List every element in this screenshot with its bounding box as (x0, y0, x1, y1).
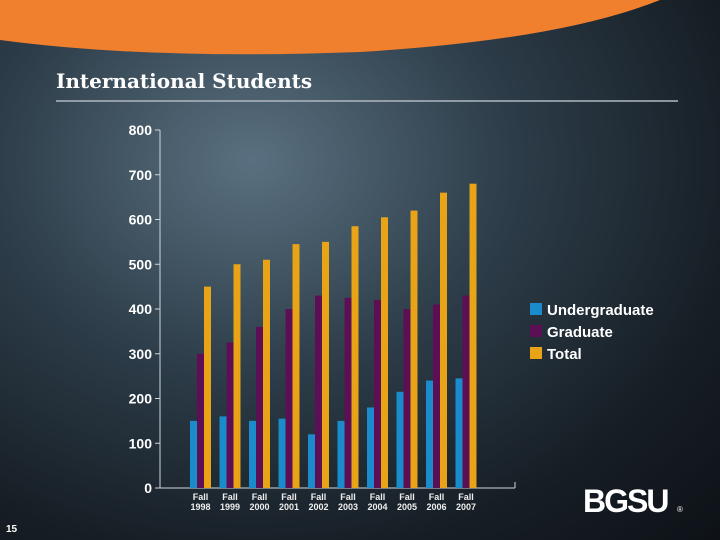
bar (367, 407, 374, 488)
y-tick-label: 800 (129, 122, 153, 138)
bar (263, 259, 270, 488)
x-tick-label: Fall 1998 (190, 492, 211, 512)
bar (403, 309, 411, 488)
bar (226, 342, 234, 488)
page-number: 15 (6, 524, 18, 535)
bar (197, 353, 204, 488)
bar (292, 244, 300, 488)
bar (469, 183, 477, 488)
bar (374, 300, 381, 488)
x-tick-label: Fall 2002 (308, 492, 329, 512)
y-tick-label: 500 (129, 256, 153, 272)
bar (219, 416, 227, 488)
bar (278, 418, 286, 488)
bar (396, 391, 404, 488)
bar (204, 286, 211, 488)
x-tick-label: Fall 2003 (337, 492, 359, 512)
y-tick-label: 0 (144, 480, 152, 496)
bar (285, 309, 293, 488)
y-tick-label: 200 (129, 391, 153, 407)
bar (462, 295, 470, 488)
legend-label: Graduate (547, 324, 613, 341)
legend-swatch (530, 347, 542, 359)
bar (381, 217, 388, 488)
bar (322, 241, 329, 488)
legend-swatch (530, 303, 542, 315)
x-tick-label: Fall 2005 (396, 492, 418, 512)
bar (440, 192, 447, 488)
header-arc (0, 0, 660, 55)
slide-title: International Students (56, 69, 312, 93)
y-tick-label: 700 (129, 167, 153, 183)
bar (256, 326, 263, 488)
bar (426, 380, 433, 488)
logo: BGSU (583, 483, 668, 519)
bar (455, 378, 463, 488)
bar (233, 264, 241, 488)
bar (190, 420, 197, 488)
legend-label: Total (547, 346, 582, 363)
bar (410, 210, 418, 489)
x-tick-label: Fall 2006 (426, 492, 447, 512)
bar (433, 304, 440, 488)
legend-label: Undergraduate (547, 302, 654, 319)
x-tick-label: Fall 1999 (219, 492, 241, 512)
y-tick-label: 300 (129, 346, 153, 362)
bar (337, 420, 345, 488)
bar (344, 297, 352, 488)
y-tick-label: 100 (129, 435, 153, 451)
bar (315, 295, 322, 488)
bar (308, 434, 315, 488)
y-tick-label: 400 (129, 301, 153, 317)
logo-mark: ® (677, 505, 683, 514)
x-tick-label: Fall 2000 (249, 492, 270, 512)
x-tick-label: Fall 2007 (455, 492, 477, 512)
y-tick-label: 600 (129, 212, 153, 228)
bar (351, 226, 359, 488)
x-tick-label: Fall 2001 (278, 492, 300, 512)
x-tick-label: Fall 2004 (367, 492, 388, 512)
legend-swatch (530, 325, 542, 337)
bar (249, 420, 256, 488)
